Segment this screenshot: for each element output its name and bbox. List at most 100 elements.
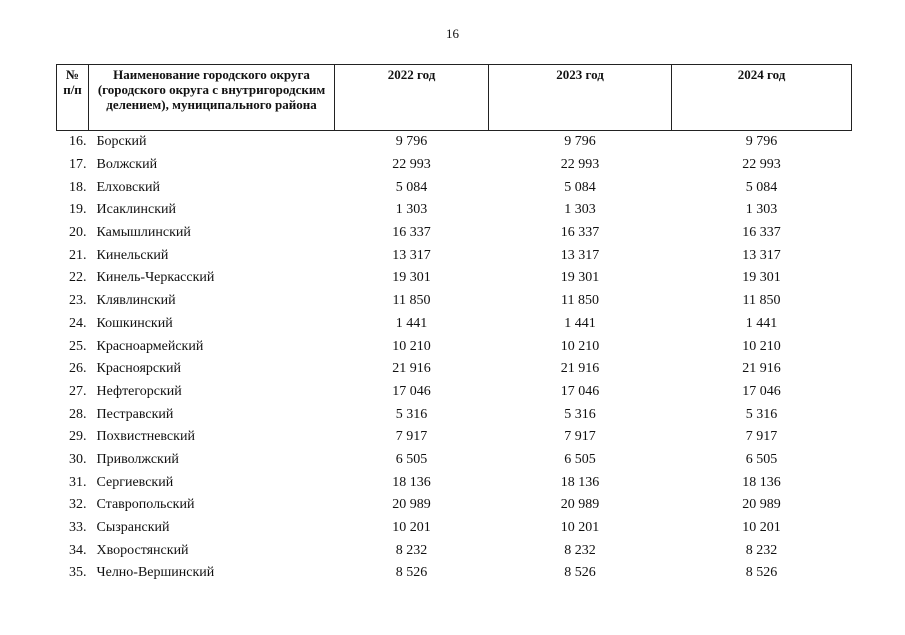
table-row: 18. Елховский 5 084 5 084 5 084 (57, 176, 852, 199)
row-value-2022: 5 084 (395, 179, 428, 195)
table-row: 33. Сызранский 10 201 10 201 10 201 (57, 517, 852, 540)
row-value-2024: 9 796 (745, 134, 778, 150)
row-value-2022: 22 993 (392, 157, 431, 173)
table-row: 16. Борский 9 796 9 796 9 796 (57, 131, 852, 154)
header-row: № п/п Наименование городского округа (го… (56, 64, 852, 131)
row-value-2024: 19 301 (742, 270, 781, 286)
table-row: 31. Сергиевский 18 136 18 136 18 136 (57, 471, 852, 494)
table-row: 23. Клявлинский 11 850 11 850 11 850 (57, 290, 852, 313)
row-value-2022: 21 916 (392, 361, 431, 377)
header-2024-label: 2024 год (737, 67, 786, 82)
row-value-2023: 8 526 (564, 565, 596, 581)
row-name: Приволжский (96, 451, 179, 467)
row-value-2022: 18 136 (392, 474, 431, 490)
row-number: 21. (69, 247, 87, 263)
row-value-2022: 17 046 (392, 383, 431, 399)
row-value-2024: 1 303 (745, 202, 778, 218)
row-value-2023: 13 317 (560, 247, 600, 263)
header-name: Наименование городского округа (городско… (88, 64, 335, 131)
row-value-2024: 11 850 (742, 293, 781, 309)
header-number: № п/п (56, 64, 89, 131)
table-row: 20. Камышлинский 16 337 16 337 16 337 (57, 222, 852, 245)
header-number-label: № п/п (63, 67, 82, 97)
row-value-2023: 7 917 (564, 429, 596, 445)
row-name: Борский (96, 134, 147, 150)
row-value-2024: 10 210 (742, 338, 781, 354)
row-number: 26. (69, 361, 87, 377)
row-number: 18. (69, 179, 87, 195)
header-2023: 2023 год (488, 64, 672, 131)
row-value-2022: 13 317 (392, 247, 431, 263)
table-row: 29. Похвистневский 7 917 7 917 7 917 (57, 426, 852, 449)
page-number: 16 (446, 26, 459, 41)
row-value-2024: 22 993 (742, 157, 781, 173)
row-name: Красноармейский (96, 338, 204, 354)
row-number: 31. (69, 474, 87, 490)
row-value-2024: 18 136 (742, 474, 781, 490)
row-value-2022: 8 526 (395, 565, 428, 581)
row-number: 16. (69, 134, 87, 150)
row-value-2022: 7 917 (395, 429, 428, 445)
row-value-2023: 10 201 (560, 520, 600, 536)
row-number: 30. (69, 451, 87, 467)
row-value-2023: 1 441 (564, 315, 596, 331)
row-value-2024: 5 084 (745, 179, 778, 195)
row-name: Челно-Вершинский (96, 565, 215, 581)
table-row: 30. Приволжский 6 505 6 505 6 505 (57, 449, 852, 472)
row-value-2024: 10 201 (742, 520, 781, 536)
row-value-2022: 5 316 (395, 406, 428, 422)
row-value-2023: 5 316 (564, 406, 596, 422)
row-name: Нефтегорский (96, 383, 182, 399)
row-value-2022: 1 303 (395, 202, 428, 218)
row-name: Ставропольский (96, 497, 195, 513)
row-name: Волжский (96, 157, 158, 173)
row-name: Кошкинский (96, 315, 173, 331)
row-value-2022: 20 989 (392, 497, 431, 513)
row-value-2023: 17 046 (560, 383, 600, 399)
row-value-2023: 18 136 (560, 474, 600, 490)
row-number: 32. (69, 497, 87, 513)
row-value-2024: 20 989 (742, 497, 781, 513)
row-value-2024: 16 337 (742, 225, 781, 241)
row-value-2024: 5 316 (745, 406, 778, 422)
row-value-2024: 1 441 (745, 315, 778, 331)
row-number: 19. (69, 202, 87, 218)
row-number: 22. (69, 270, 87, 286)
row-number: 24. (69, 315, 87, 331)
row-number: 33. (69, 520, 87, 536)
row-value-2023: 6 505 (564, 451, 596, 467)
row-number: 29. (69, 429, 87, 445)
row-value-2024: 8 526 (745, 565, 778, 581)
table-body: 16. Борский 9 796 9 796 9 796 17. Волжский 22 … (57, 131, 852, 585)
row-value-2022: 8 232 (395, 542, 428, 558)
row-name: Клявлинский (96, 293, 176, 309)
row-value-2024: 21 916 (742, 361, 781, 377)
row-name: Красноярский (96, 361, 181, 377)
table-header: № п/п Наименование городского округа (го… (56, 64, 852, 131)
row-number: 25. (69, 338, 87, 354)
row-value-2022: 1 441 (395, 315, 428, 331)
header-2023-label: 2023 год (556, 67, 604, 82)
header-2022-label: 2022 год (387, 67, 436, 82)
header-2022: 2022 год (334, 64, 489, 131)
row-name: Кинельский (96, 247, 169, 263)
row-value-2023: 8 232 (564, 542, 596, 558)
data-table: № п/п Наименование городского округа (го… (56, 64, 852, 585)
table-row: 27. Нефтегорский 17 046 17 046 17 046 (57, 381, 852, 404)
row-value-2022: 9 796 (395, 134, 428, 150)
row-number: 34. (69, 542, 87, 558)
table-row: 24. Кошкинский 1 441 1 441 1 441 (57, 313, 852, 336)
row-value-2023: 21 916 (560, 361, 600, 377)
row-value-2023: 10 210 (560, 338, 600, 354)
row-name: Похвистневский (96, 429, 195, 445)
table-row: 19. Исаклинский 1 303 1 303 1 303 (57, 199, 852, 222)
table-row: 35. Челно-Вершинский 8 526 8 526 8 526 (57, 562, 852, 585)
row-value-2022: 16 337 (392, 225, 431, 241)
row-name: Исаклинский (96, 202, 176, 218)
row-name: Хворостянский (96, 542, 189, 558)
row-name: Пестравский (96, 406, 174, 422)
row-number: 17. (69, 157, 87, 173)
table-row: 17. Волжский 22 993 22 993 22 993 (57, 154, 852, 177)
header-name-label: Наименование городского округа (городско… (97, 67, 326, 112)
table-row: 34. Хворостянский 8 232 8 232 8 232 (57, 539, 852, 562)
